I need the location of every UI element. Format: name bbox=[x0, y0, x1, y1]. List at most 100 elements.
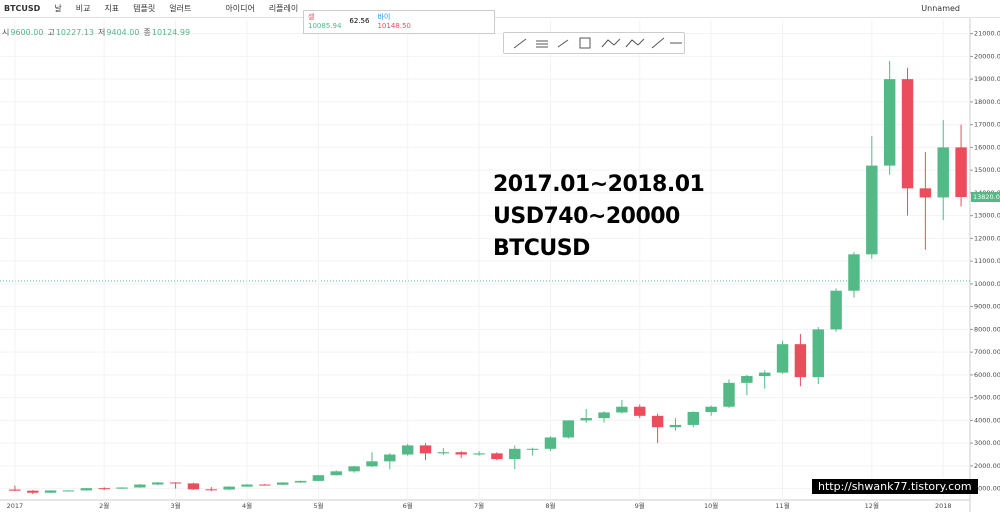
legend-label: 저 bbox=[98, 28, 106, 37]
candle-body bbox=[80, 488, 93, 491]
legend-value: 10124.99 bbox=[151, 28, 191, 37]
x-tick-label: 4월 bbox=[242, 501, 252, 510]
tool[interactable]: 템플릿 bbox=[133, 4, 156, 13]
candle-body bbox=[758, 372, 771, 377]
candle-body bbox=[866, 165, 878, 255]
candle-body bbox=[348, 466, 360, 472]
x-tick-label: 10월 bbox=[704, 501, 718, 510]
x-tick-label: 7월 bbox=[474, 501, 484, 510]
x-tick-label: 3월 bbox=[171, 501, 181, 510]
y-tick-label: 7000.00 bbox=[974, 348, 1000, 356]
candle-body bbox=[312, 475, 325, 481]
legend-label: 고 bbox=[47, 28, 55, 37]
candle-body bbox=[526, 448, 539, 450]
interval[interactable]: 날 bbox=[54, 4, 62, 13]
candle-body bbox=[187, 483, 200, 490]
candle-body bbox=[419, 445, 432, 454]
candle-body bbox=[616, 406, 628, 413]
legend-value: 9600.00 bbox=[10, 28, 44, 37]
drawing-toolbar[interactable] bbox=[503, 32, 685, 54]
y-tick-label: 16000.00 bbox=[974, 143, 1000, 151]
candle-body bbox=[723, 382, 735, 407]
y-tick-label: 6000.00 bbox=[974, 371, 1000, 379]
tool[interactable]: 지표 bbox=[104, 4, 120, 13]
y-tick-label: 10000.00 bbox=[974, 280, 1000, 288]
legend-value: 10227.13 bbox=[55, 28, 95, 37]
candle-body bbox=[152, 482, 164, 485]
tool[interactable]: 얼러트 bbox=[169, 4, 192, 13]
candle-body bbox=[580, 418, 592, 421]
legend-label: 시 bbox=[2, 28, 10, 37]
last-price-box bbox=[971, 191, 1000, 202]
legend-label: 종 bbox=[143, 28, 151, 37]
candle-body bbox=[509, 448, 521, 460]
y-tick-label: 1000.00 bbox=[974, 485, 1000, 493]
y-tick-label: 13000.00 bbox=[974, 212, 1000, 220]
candle-body bbox=[776, 344, 789, 373]
candle-body bbox=[562, 420, 575, 438]
tool[interactable]: 아이디어 bbox=[225, 4, 255, 13]
candle-body bbox=[241, 484, 253, 487]
sell-button[interactable]: 셀 10085.94 bbox=[304, 11, 345, 33]
x-tick-label: 6월 bbox=[403, 501, 413, 510]
candle-body bbox=[812, 329, 824, 378]
layout-name[interactable]: Unnamed bbox=[921, 4, 960, 13]
watermark: http://shwank77.tistory.com bbox=[812, 479, 978, 494]
candle-body bbox=[27, 490, 39, 493]
y-tick-label: 3000.00 bbox=[974, 439, 1000, 447]
candle-body bbox=[741, 376, 753, 383]
overlay-text: USD740~20000 bbox=[493, 204, 680, 229]
toolbar: BTCUSD 날 비교 지표 템플릿 얼러트 아이디어 리플레이 bbox=[0, 0, 1000, 18]
x-tick-label: 2017 bbox=[7, 502, 24, 510]
candle-body bbox=[634, 406, 646, 416]
candle-body bbox=[384, 454, 396, 462]
candle-body bbox=[116, 487, 128, 489]
candle-body bbox=[848, 254, 860, 291]
candle-body bbox=[705, 406, 717, 412]
candle-body bbox=[98, 488, 110, 490]
candle-body bbox=[544, 437, 557, 449]
sell-label: 셀 bbox=[308, 13, 315, 21]
y-tick-label: 18000.00 bbox=[974, 98, 1000, 106]
candle-body bbox=[830, 290, 842, 330]
candle-body bbox=[259, 484, 271, 486]
symbol[interactable]: BTCUSD bbox=[4, 4, 41, 13]
overlay-text: 2017.01~2018.01 bbox=[493, 172, 705, 197]
candle-body bbox=[276, 482, 289, 485]
candle-body bbox=[44, 490, 57, 493]
y-tick-label: 21000.00 bbox=[974, 30, 1000, 38]
tool[interactable]: 비교 bbox=[75, 4, 91, 13]
drawing-icons bbox=[513, 37, 682, 49]
icons bbox=[513, 37, 682, 49]
legend-value: 9404.00 bbox=[106, 28, 140, 37]
candle-body bbox=[491, 453, 503, 460]
x-tick-label: 2월 bbox=[99, 501, 109, 510]
overlay-text: BTCUSD bbox=[493, 236, 590, 261]
x-tick-label: 11월 bbox=[775, 501, 789, 510]
x-tick-label: 12월 bbox=[865, 501, 879, 510]
y-tick-label: 17000.00 bbox=[974, 121, 1000, 129]
candle-body bbox=[62, 490, 75, 492]
buy-button[interactable]: 바이 10148.50 bbox=[373, 11, 414, 33]
candle-body bbox=[883, 79, 896, 166]
candle-body bbox=[651, 415, 664, 428]
candle-body bbox=[223, 486, 235, 490]
candle-body bbox=[669, 424, 682, 428]
candle-body bbox=[205, 489, 218, 491]
candle-body bbox=[330, 471, 342, 476]
candle-body bbox=[134, 484, 146, 488]
candle-body bbox=[937, 147, 949, 198]
y-tick-label: 5000.00 bbox=[974, 394, 1000, 402]
candle-body bbox=[598, 412, 610, 419]
tool[interactable]: 리플레이 bbox=[268, 4, 299, 13]
candle-body bbox=[366, 461, 378, 467]
candle-body bbox=[919, 188, 932, 198]
y-tick-label: 2000.00 bbox=[974, 462, 1000, 470]
candle-body bbox=[401, 445, 414, 455]
candle-body bbox=[294, 480, 307, 483]
candle-body bbox=[169, 482, 182, 484]
spread: 62.56 bbox=[349, 17, 370, 25]
x-tick-label: 2018 bbox=[935, 502, 952, 510]
